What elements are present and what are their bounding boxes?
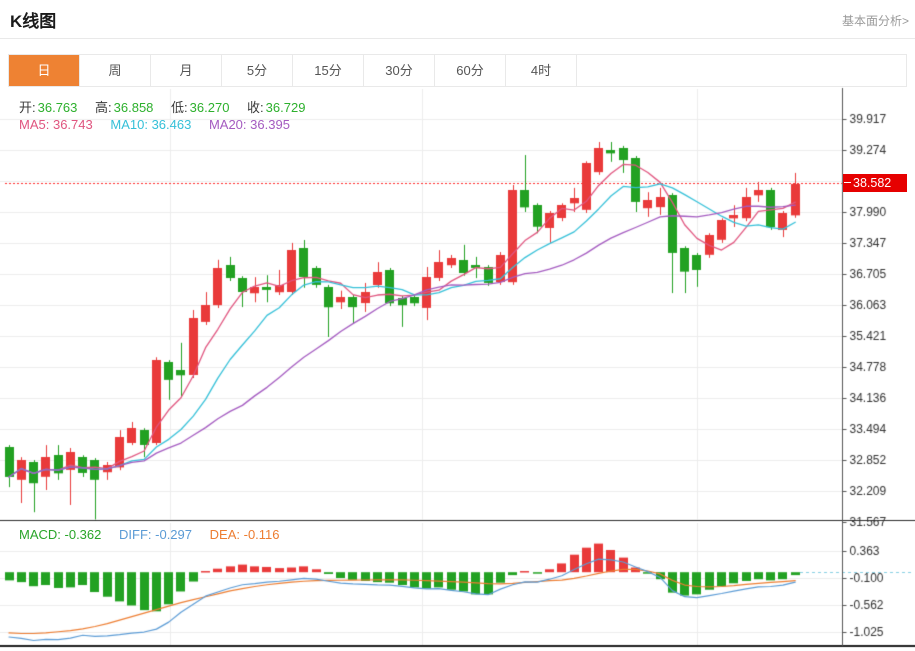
tab-week[interactable]: 周 (80, 55, 151, 86)
current-price-label: 38.582 (843, 174, 907, 192)
header-divider (0, 38, 915, 39)
open-value: 36.763 (37, 100, 78, 115)
macd-legend: MACD: -0.362 DIFF: -0.297 DEA: -0.116 (19, 527, 294, 542)
ma20-value: 36.395 (250, 117, 290, 132)
tab-day[interactable]: 日 (9, 55, 80, 86)
tab-30min[interactable]: 30分 (364, 55, 435, 86)
tab-60min[interactable]: 60分 (435, 55, 506, 86)
macd-label: MACD: (19, 527, 61, 542)
close-label: 收: (247, 100, 264, 115)
dea-label: DEA: (209, 527, 240, 542)
price-tick-icon (844, 182, 851, 183)
open-label: 开: (19, 100, 36, 115)
ma5-value: 36.743 (52, 117, 93, 132)
low-value: 36.270 (189, 100, 230, 115)
dea-value: -0.116 (243, 527, 280, 542)
interval-tabbar: 日 周 月 5分 15分 30分 60分 4时 (8, 54, 907, 87)
ma5-label: MA5: (19, 117, 50, 132)
close-value: 36.729 (265, 100, 306, 115)
high-label: 高: (95, 100, 112, 115)
ma-legend: MA5: 36.743 MA10: 36.463 MA20: 36.395 (19, 117, 304, 132)
fundamental-analysis-link[interactable]: 基本面分析> (841, 14, 909, 28)
macd-value: -0.362 (64, 527, 102, 542)
current-price-value: 38.582 (853, 176, 892, 190)
page-title: K线图 (10, 12, 57, 31)
ma20-label: MA20: (208, 117, 247, 132)
diff-label: DIFF: (119, 527, 152, 542)
high-value: 36.858 (113, 100, 154, 115)
ma10-value: 36.463 (151, 117, 192, 132)
ohlc-legend: 开: 36.763 高: 36.858 低: 36.270 收: 36.729 (19, 97, 319, 116)
low-label: 低: (171, 100, 188, 115)
tab-15min[interactable]: 15分 (293, 55, 364, 86)
tab-5min[interactable]: 5分 (222, 55, 293, 86)
ma10-label: MA10: (110, 117, 148, 132)
tab-month[interactable]: 月 (151, 55, 222, 86)
diff-value: -0.297 (155, 527, 193, 542)
tab-4hour[interactable]: 4时 (506, 55, 577, 86)
